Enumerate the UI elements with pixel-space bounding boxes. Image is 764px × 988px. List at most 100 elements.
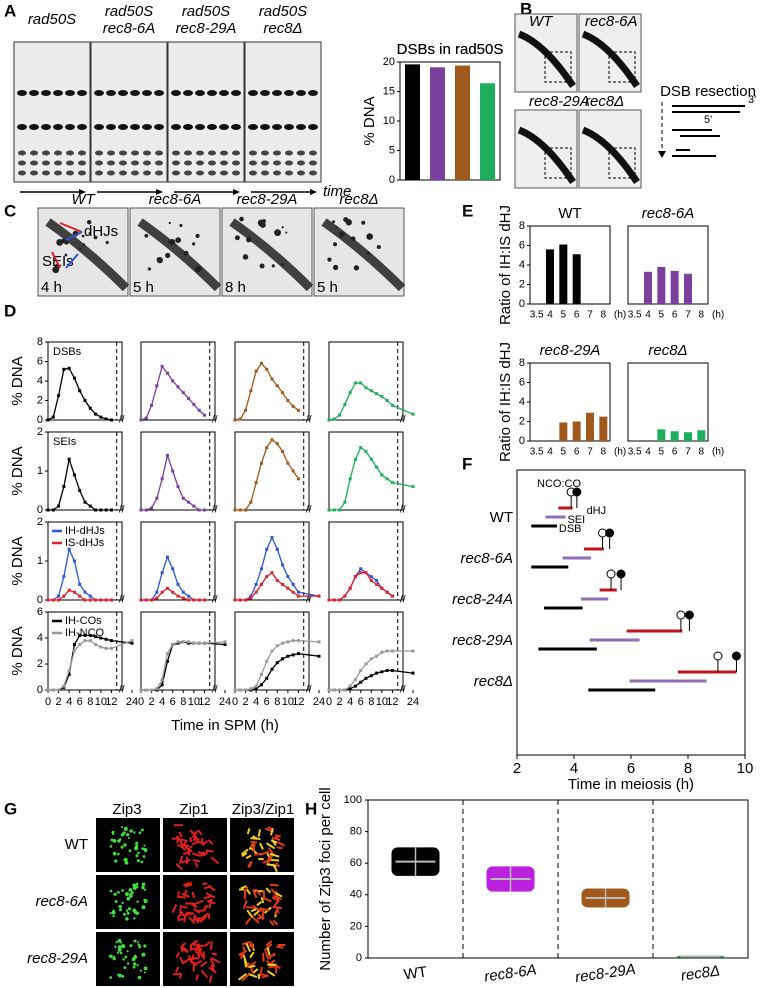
- data-point: [411, 671, 415, 675]
- axis-stain: [179, 956, 185, 965]
- gel-band: [208, 160, 216, 166]
- plot-frame: [234, 611, 310, 691]
- axis-stain: [252, 916, 260, 924]
- data-point: [338, 598, 342, 602]
- gel-band: [118, 124, 128, 130]
- y-axis-label: Number of Zip3 foci per cell: [317, 787, 334, 970]
- gel-arc: [321, 218, 406, 292]
- data-point: [192, 504, 196, 508]
- gel-spot: [81, 234, 85, 238]
- axis-stain: [269, 883, 279, 887]
- focus: [132, 965, 136, 969]
- data-point: [181, 391, 185, 395]
- gel-spot: [353, 265, 360, 271]
- focus: [112, 914, 115, 918]
- focus: [123, 966, 127, 970]
- data-point: [139, 508, 143, 512]
- focus: [121, 975, 125, 978]
- data-point: [233, 418, 237, 422]
- row-label: rec8-29A: [27, 950, 88, 967]
- gel-band: [208, 150, 216, 156]
- axis-stain: [256, 916, 265, 920]
- gel-band: [42, 170, 50, 176]
- co-marker: [616, 569, 626, 579]
- data-point: [275, 384, 279, 388]
- gel-band: [65, 90, 75, 96]
- gel-band: [119, 160, 127, 166]
- data-point: [150, 598, 154, 602]
- data-point: [359, 446, 363, 450]
- bar: [455, 65, 470, 180]
- axis-stain: [248, 943, 255, 950]
- gel-spot: [281, 226, 284, 229]
- data-point: [88, 633, 92, 637]
- x-tick-label: 8: [180, 696, 186, 708]
- co-marker: [572, 487, 582, 497]
- axis-stain: [242, 900, 248, 910]
- axis-stain: [271, 836, 281, 842]
- focus: [114, 945, 117, 948]
- data-point: [202, 413, 206, 417]
- focus: [129, 892, 132, 896]
- axis-stain: [175, 863, 183, 871]
- data-point: [109, 508, 113, 512]
- gel-spot: [195, 265, 202, 273]
- x-axis-label: (h): [712, 447, 724, 458]
- focus: [128, 888, 133, 892]
- data-point: [202, 508, 206, 512]
- data-point: [62, 684, 66, 688]
- axis-stain: [268, 965, 276, 969]
- x-tick-label: 7: [685, 447, 691, 458]
- annotation-arrow: [65, 231, 83, 241]
- data-point: [104, 646, 108, 650]
- data-point: [155, 384, 159, 388]
- y-tick-label: 40: [350, 889, 362, 901]
- gel-band: [106, 90, 116, 96]
- data-point: [88, 598, 92, 602]
- focus: [141, 828, 144, 832]
- gel-band: [296, 90, 306, 96]
- data-point: [155, 687, 159, 691]
- gel-band: [53, 90, 63, 96]
- data-point: [78, 389, 82, 393]
- x-tick-label: 8: [699, 310, 705, 321]
- axis-stain: [210, 856, 220, 865]
- axis-stain: [272, 919, 279, 926]
- focus: [126, 833, 130, 837]
- gel-band: [66, 170, 74, 176]
- gel-band: [272, 124, 282, 130]
- axis-stain: [267, 847, 275, 856]
- gel-spot: [332, 220, 336, 224]
- axis-stain: [267, 952, 276, 960]
- y-tick-label: 4: [37, 632, 43, 644]
- gel-band: [18, 170, 26, 176]
- axis-stain: [202, 882, 208, 886]
- axis-stain: [262, 890, 266, 899]
- axis-stain: [186, 912, 195, 916]
- legend-label: IH-COs: [65, 615, 102, 627]
- axis-stain: [191, 852, 201, 857]
- micrograph: [96, 818, 160, 872]
- gel-band: [155, 170, 163, 176]
- gel-band: [184, 150, 192, 156]
- focus: [136, 900, 139, 903]
- data-point: [155, 496, 159, 500]
- data-point: [46, 688, 50, 692]
- focus: [143, 899, 148, 904]
- data-point: [192, 598, 196, 602]
- focus: [128, 907, 132, 911]
- axis-break: //: [119, 415, 125, 426]
- data-point: [317, 594, 321, 598]
- axis-stain: [182, 958, 190, 965]
- gel-spot: [261, 219, 266, 224]
- gel-band: [171, 124, 181, 130]
- gel-band: [232, 170, 240, 176]
- plot-frame: [140, 521, 216, 601]
- plot-frame: [140, 341, 216, 421]
- data-point: [155, 590, 159, 594]
- gel-band: [195, 90, 205, 96]
- axis-stain: [240, 885, 247, 890]
- gel-spot: [246, 236, 252, 243]
- axis-stain: [183, 889, 188, 896]
- bar: [405, 64, 420, 180]
